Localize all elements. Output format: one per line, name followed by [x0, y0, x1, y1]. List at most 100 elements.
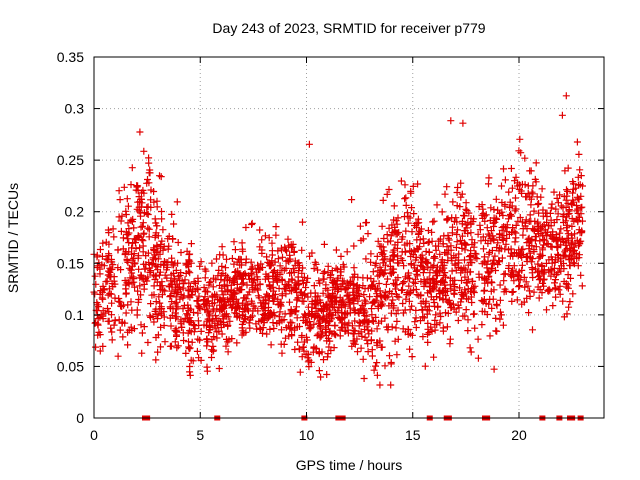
- data-point: [448, 229, 456, 237]
- data-point: [374, 237, 382, 245]
- data-point: [172, 309, 179, 317]
- data-point: [137, 321, 145, 329]
- data-point: [508, 184, 516, 192]
- data-point: [239, 308, 247, 316]
- data-point: [475, 270, 483, 278]
- data-point: [261, 232, 269, 240]
- data-point: [552, 293, 560, 301]
- data-point: [454, 301, 462, 309]
- data-point: [274, 295, 282, 303]
- plot-frame: [93, 56, 605, 419]
- data-point: [464, 285, 472, 293]
- data-point: [288, 244, 295, 251]
- data-point: [306, 322, 314, 330]
- data-point: [487, 287, 495, 295]
- data-point: [325, 343, 333, 351]
- data-point: [456, 284, 464, 292]
- data-point: [95, 328, 103, 336]
- data-point: [279, 253, 286, 261]
- data-point: [563, 234, 571, 242]
- data-point: [256, 324, 264, 332]
- data-point: [224, 321, 232, 329]
- data-point: [305, 140, 313, 148]
- data-point: [578, 203, 586, 211]
- data-point: [214, 272, 222, 280]
- data-point: [204, 315, 212, 323]
- data-point: [203, 342, 211, 350]
- data-point: [145, 169, 153, 177]
- data-point: [543, 306, 550, 314]
- data-point: [382, 280, 390, 288]
- data-point: [394, 274, 402, 282]
- data-point: [295, 259, 303, 267]
- data-point: [485, 300, 493, 308]
- data-point: [534, 201, 542, 208]
- data-point: [353, 282, 361, 290]
- data-point: [432, 246, 440, 254]
- data-point: [458, 232, 466, 240]
- data-point: [512, 173, 520, 181]
- data-point: [140, 323, 148, 331]
- data-point: [195, 321, 203, 329]
- data-point: [288, 331, 296, 339]
- data-point: [512, 205, 520, 213]
- data-point: [276, 308, 284, 316]
- data-point: [213, 255, 220, 263]
- data-point: [136, 128, 144, 136]
- data-point: [373, 325, 381, 333]
- data-point: [574, 216, 582, 224]
- data-point: [249, 307, 257, 315]
- data-point: [145, 225, 153, 233]
- data-point: [393, 317, 401, 325]
- data-point: [134, 233, 142, 241]
- data-point: [250, 276, 258, 284]
- data-point: [403, 291, 411, 299]
- data-point: [380, 247, 388, 255]
- data-point: [387, 237, 394, 245]
- data-point: [556, 282, 564, 290]
- data-point: [521, 283, 529, 291]
- data-point: [331, 298, 339, 306]
- data-point: [498, 254, 506, 262]
- data-point: [230, 279, 238, 286]
- data-point: [534, 227, 542, 235]
- data-point: [98, 261, 106, 269]
- data-point: [454, 226, 461, 234]
- data-point: [273, 275, 281, 283]
- data-point: [122, 309, 130, 317]
- data-point: [508, 249, 516, 257]
- data-point: [153, 222, 161, 230]
- data-point: [270, 268, 278, 276]
- data-point: [360, 305, 368, 313]
- data-point: [419, 313, 427, 321]
- data-point: [385, 186, 393, 193]
- data-point: [213, 328, 221, 336]
- data-point: [455, 250, 463, 258]
- data-point: [516, 282, 524, 290]
- data-point: [386, 352, 393, 360]
- data-point: [269, 297, 277, 305]
- data-point: [319, 289, 327, 297]
- data-point: [427, 323, 435, 331]
- data-point: [476, 226, 484, 234]
- data-point: [362, 255, 370, 263]
- data-point: [441, 249, 449, 256]
- data-point: [474, 354, 482, 362]
- data-point: [462, 241, 470, 249]
- data-point: [534, 260, 542, 268]
- data-point: [130, 224, 138, 232]
- data-point: [350, 242, 358, 250]
- data-point: [515, 185, 523, 193]
- data-point: [114, 352, 122, 360]
- data-point: [153, 241, 161, 249]
- data-point: [334, 307, 342, 315]
- data-point: [562, 92, 570, 100]
- data-point: [242, 301, 250, 309]
- data-point: [573, 138, 581, 146]
- data-point: [351, 317, 359, 325]
- data-point: [284, 235, 292, 243]
- data-point: [124, 258, 132, 266]
- data-point: [368, 283, 376, 290]
- data-point: [478, 211, 486, 219]
- data-point: [518, 261, 526, 269]
